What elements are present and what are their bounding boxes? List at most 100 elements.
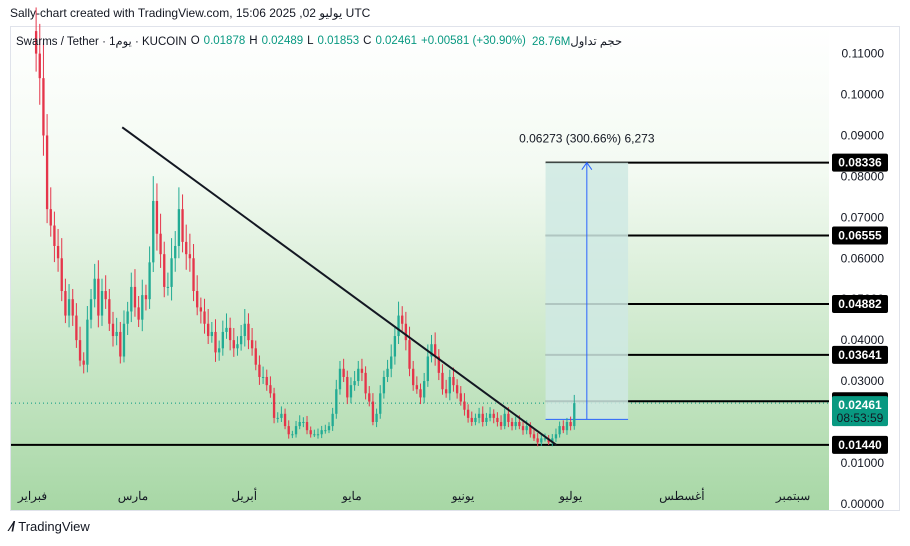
candle-body [221, 331, 224, 349]
x-tick-label: مايو [341, 489, 362, 503]
low-label: L [307, 35, 314, 47]
candle-body [181, 209, 184, 242]
chart-frame[interactable] [10, 26, 900, 511]
candle-body [444, 389, 448, 394]
candle-body [269, 385, 272, 394]
candle-body [185, 241, 188, 255]
footer-brand[interactable]: ⁄/ TradingView [10, 518, 90, 534]
projection-label: 0.06273 (300.66%) 6,273 [519, 132, 655, 146]
candle-body [320, 430, 323, 435]
candle-body [309, 430, 312, 435]
y-tick-label: 0.08000 [841, 169, 885, 183]
candle-body [562, 426, 565, 431]
candle-body [60, 258, 63, 292]
projection-arrow-head [581, 161, 593, 170]
candle-body [104, 291, 107, 300]
candle-body [430, 344, 433, 357]
candle-body [463, 401, 466, 410]
candle-body [210, 331, 214, 337]
candle-body [152, 200, 155, 263]
price-level-badge-label: 0.04882 [838, 297, 882, 311]
candle-body [507, 413, 510, 422]
price-level-badge [832, 295, 888, 314]
candle-body [207, 323, 210, 337]
candle-body [217, 348, 221, 353]
candle-body [133, 286, 137, 308]
low-value: 0.01853 [317, 35, 360, 47]
candle-body [485, 417, 488, 422]
candle-body [38, 53, 41, 79]
candle-body [364, 372, 367, 394]
candle-body [543, 438, 547, 440]
candle-body [141, 295, 144, 320]
x-tick-label: يونيو [451, 489, 475, 503]
candle-body [45, 135, 49, 210]
x-tick-label: أبريل [231, 488, 257, 503]
y-tick-label: 0.00000 [841, 497, 885, 511]
candle-body [382, 376, 386, 394]
candle-body [100, 291, 104, 316]
y-tick-label: 0.09000 [841, 128, 885, 142]
current-price-label: 0.02461 [838, 398, 882, 412]
candle-body [324, 430, 327, 432]
candle-body [261, 376, 265, 378]
candle-body [426, 356, 430, 382]
x-tick-label: يوليو [558, 489, 582, 503]
candle-body [71, 299, 74, 316]
x-tick-label: مارس [118, 489, 149, 503]
candle-body [265, 376, 268, 386]
candle-body [302, 421, 305, 423]
candle-body [371, 401, 375, 422]
symbol-label[interactable]: Swarms / Tether · 1يوم · KUCOIN [16, 36, 187, 48]
price-level-badge [832, 435, 888, 454]
price-level-badge-label: 0.01440 [838, 438, 882, 452]
candle-body [119, 331, 122, 357]
candle-body [298, 421, 301, 427]
candle-body [360, 368, 364, 373]
candle-body [166, 286, 170, 288]
candle-body [258, 364, 261, 377]
candle-body [287, 426, 290, 435]
candle-body [93, 278, 96, 300]
current-price-badge [832, 396, 888, 427]
candle-body [386, 368, 389, 377]
price-level-badge-label: 0.03641 [838, 348, 882, 362]
open-value: 0.01878 [203, 35, 246, 47]
price-level-badge [832, 226, 888, 245]
candle-body [67, 299, 71, 316]
brand-name: TradingView [18, 518, 90, 534]
candle-body [496, 417, 499, 422]
candle-body [488, 413, 492, 418]
high-value: 0.02489 [261, 35, 304, 47]
candle-body [254, 348, 257, 365]
candle-body [148, 262, 151, 300]
x-tick-label: سبتمبر [775, 489, 810, 503]
candle-body [525, 426, 528, 431]
candle-body [397, 315, 400, 337]
candle-body [357, 368, 360, 382]
candle-body [49, 209, 52, 226]
candle-body [558, 426, 561, 435]
candle-body [441, 372, 444, 390]
candle-body [236, 344, 239, 349]
candle-body [203, 311, 206, 324]
candle-body [53, 225, 56, 246]
candle-body [232, 340, 235, 349]
candle-body [573, 403, 576, 427]
candle-body [551, 438, 554, 443]
y-tick-label: 0.11000 [842, 47, 885, 61]
candle-body [115, 331, 118, 337]
candle-body [331, 413, 334, 427]
candle-body [126, 311, 129, 324]
volume-value: 28.76M [532, 36, 571, 48]
candle-body [353, 381, 356, 386]
candle-body [492, 413, 495, 418]
candle-body [521, 426, 525, 431]
candle-body [474, 417, 477, 422]
candle-body [214, 331, 217, 353]
candle-body [111, 323, 115, 337]
candle-body [108, 299, 111, 324]
candle-body [404, 323, 408, 341]
candle-body [225, 327, 228, 332]
